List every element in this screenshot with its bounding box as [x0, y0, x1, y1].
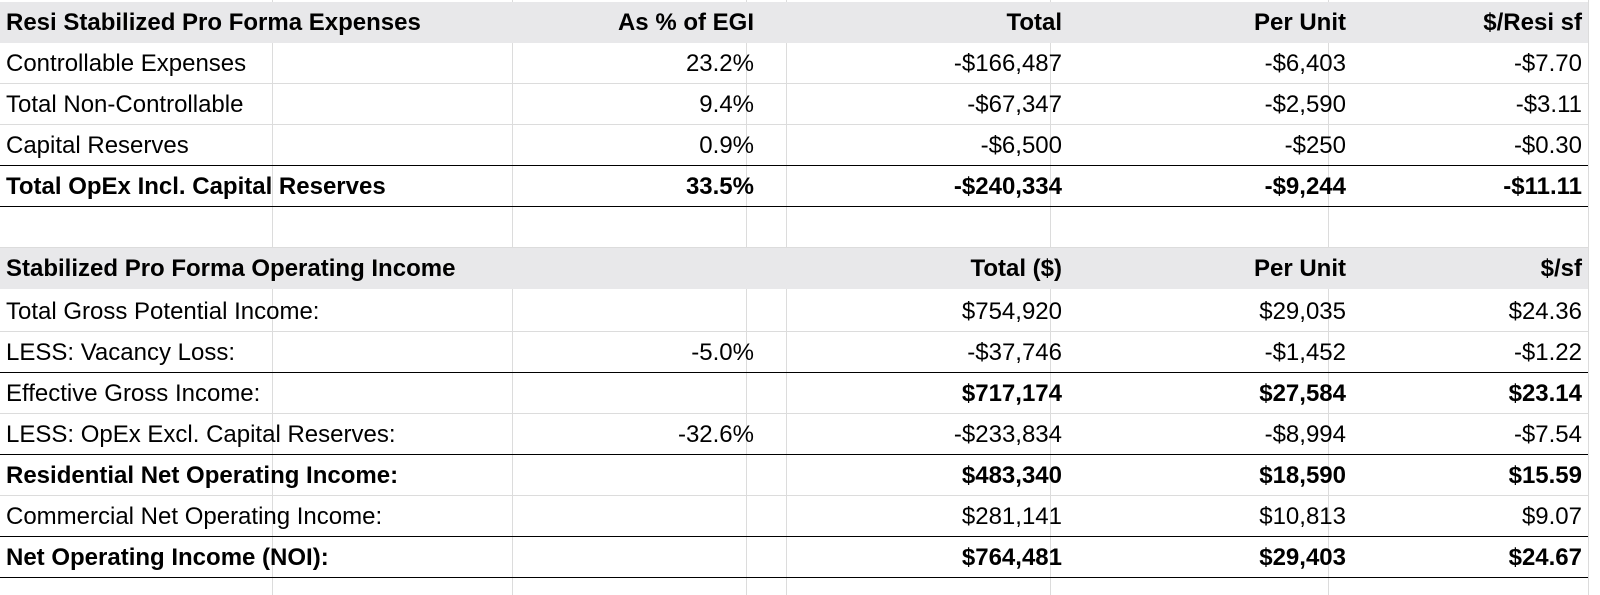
total-value[interactable]: -$240,334 [953, 173, 1062, 200]
income-title[interactable]: Stabilized Pro Forma Operating Income [6, 255, 456, 282]
per-unit-header[interactable]: Per Unit [1253, 255, 1346, 282]
per-sf-value[interactable]: $24.36 [1508, 298, 1582, 325]
income-row-gpi: Total Gross Potential Income: $754,920 $… [0, 291, 1588, 332]
per-unit-value[interactable]: -$1,452 [1264, 339, 1346, 366]
row-label[interactable]: Total Gross Potential Income: [6, 298, 320, 325]
per-unit-value[interactable]: -$8,994 [1264, 421, 1346, 448]
total-value[interactable]: -$166,487 [953, 50, 1062, 77]
expense-row-non-controllable: Total Non-Controllable 9.4% -$67,347 -$2… [0, 84, 1588, 125]
grid-line [1050, 0, 1051, 595]
income-row-commercial-noi: Commercial Net Operating Income: $281,14… [0, 496, 1588, 537]
row-label[interactable]: Residential Net Operating Income: [6, 462, 399, 489]
total-value[interactable]: $281,141 [961, 503, 1062, 530]
row-label[interactable]: LESS: OpEx Excl. Capital Reserves: [6, 421, 396, 448]
per-sf-value[interactable]: -$7.70 [1513, 50, 1582, 77]
pct-value[interactable] [520, 455, 754, 496]
total-header[interactable]: Total ($) [970, 255, 1062, 282]
per-unit-value[interactable]: -$6,403 [1264, 50, 1346, 77]
income-row-egi: Effective Gross Income: $717,174 $27,584… [0, 373, 1588, 414]
pct-value[interactable]: -32.6% [677, 421, 754, 448]
total-value[interactable]: $754,920 [961, 298, 1062, 325]
row-label[interactable]: Net Operating Income (NOI): [6, 544, 329, 571]
pct-value[interactable]: -5.0% [691, 339, 754, 366]
total-value[interactable]: $764,481 [961, 544, 1062, 571]
per-unit-header[interactable]: Per Unit [1253, 9, 1346, 36]
per-sf-value[interactable]: $23.14 [1508, 380, 1582, 407]
row-label[interactable]: Capital Reserves [6, 132, 189, 159]
pct-value[interactable] [520, 496, 754, 537]
per-unit-value[interactable]: -$250 [1284, 132, 1346, 159]
pct-value[interactable] [520, 373, 754, 414]
per-sf-header[interactable]: $/Resi sf [1483, 9, 1582, 36]
total-header[interactable]: Total [1006, 9, 1062, 36]
expense-row-total-opex: Total OpEx Incl. Capital Reserves 33.5% … [0, 166, 1588, 207]
per-unit-value[interactable]: $18,590 [1259, 462, 1346, 489]
grid-line [786, 0, 787, 595]
expense-row-capital-reserves: Capital Reserves 0.9% -$6,500 -$250 -$0.… [0, 125, 1588, 166]
per-unit-value[interactable]: $27,584 [1259, 380, 1346, 407]
grid-line [272, 0, 273, 595]
total-value[interactable]: -$37,746 [967, 339, 1062, 366]
per-unit-value[interactable]: $29,403 [1259, 544, 1346, 571]
pct-header[interactable] [520, 248, 754, 289]
row-label[interactable]: Commercial Net Operating Income: [6, 503, 383, 530]
grid-line [746, 0, 747, 595]
row-label[interactable]: Controllable Expenses [6, 50, 247, 77]
pct-egi-header[interactable]: As % of EGI [617, 9, 754, 36]
per-sf-value[interactable]: -$0.30 [1513, 132, 1582, 159]
per-sf-value[interactable]: -$7.54 [1513, 421, 1582, 448]
total-value[interactable]: $483,340 [961, 462, 1062, 489]
grid-line [1328, 0, 1329, 595]
per-unit-value[interactable]: -$9,244 [1264, 173, 1346, 200]
per-sf-value[interactable]: -$3.11 [1515, 91, 1582, 118]
expense-row-controllable: Controllable Expenses 23.2% -$166,487 -$… [0, 43, 1588, 84]
per-sf-value[interactable]: $9.07 [1521, 503, 1582, 530]
total-value[interactable]: -$233,834 [953, 421, 1062, 448]
total-value[interactable]: -$6,500 [980, 132, 1062, 159]
per-unit-value[interactable]: -$2,590 [1264, 91, 1346, 118]
per-sf-value[interactable]: -$1.22 [1513, 339, 1582, 366]
pct-egi-value[interactable]: 23.2% [685, 50, 754, 77]
per-unit-value[interactable]: $10,813 [1259, 503, 1346, 530]
income-row-vacancy: LESS: Vacancy Loss: -5.0% -$37,746 -$1,4… [0, 332, 1588, 373]
grid-line [1588, 0, 1589, 595]
expenses-title[interactable]: Resi Stabilized Pro Forma Expenses [6, 9, 421, 36]
pct-egi-value[interactable]: 9.4% [699, 91, 754, 118]
per-unit-value[interactable]: $29,035 [1259, 298, 1346, 325]
pct-value[interactable] [520, 537, 754, 578]
pct-egi-value[interactable]: 0.9% [699, 132, 754, 159]
empty-row[interactable] [0, 207, 1588, 248]
income-row-opex: LESS: OpEx Excl. Capital Reserves: -32.6… [0, 414, 1588, 455]
total-value[interactable]: -$67,347 [967, 91, 1062, 118]
row-label[interactable]: Total OpEx Incl. Capital Reserves [6, 173, 386, 200]
expenses-header-row: Resi Stabilized Pro Forma Expenses As % … [0, 2, 1588, 43]
per-sf-value[interactable]: $24.67 [1508, 544, 1582, 571]
income-row-noi: Net Operating Income (NOI): $764,481 $29… [0, 537, 1588, 578]
row-label[interactable]: Effective Gross Income: [6, 380, 261, 407]
row-label[interactable]: Total Non-Controllable [6, 91, 244, 118]
pct-value[interactable] [520, 291, 754, 332]
total-value[interactable]: $717,174 [961, 380, 1062, 407]
income-row-resi-noi: Residential Net Operating Income: $483,3… [0, 455, 1588, 496]
per-sf-value[interactable]: $15.59 [1508, 462, 1582, 489]
pct-egi-value[interactable]: 33.5% [685, 173, 754, 200]
income-header-row: Stabilized Pro Forma Operating Income To… [0, 248, 1588, 289]
grid-line [512, 0, 513, 595]
row-label[interactable]: LESS: Vacancy Loss: [6, 339, 236, 366]
per-sf-value[interactable]: -$11.11 [1503, 173, 1582, 200]
per-sf-header[interactable]: $/sf [1540, 255, 1582, 282]
